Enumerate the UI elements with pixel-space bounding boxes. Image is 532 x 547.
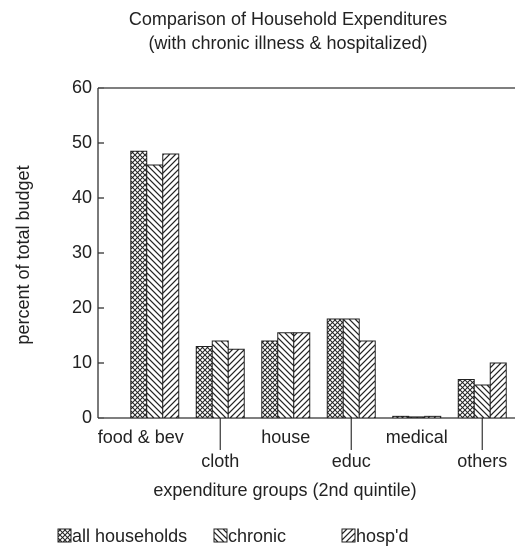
y-tick-label: 0 bbox=[82, 407, 92, 427]
legend-swatch bbox=[213, 528, 228, 543]
legend-label: hosp'd bbox=[356, 526, 408, 546]
x-tick-label: cloth bbox=[201, 451, 239, 471]
x-tick-label: house bbox=[261, 427, 310, 447]
y-axis-label: percent of total budget bbox=[13, 165, 33, 344]
bar bbox=[424, 415, 442, 419]
x-tick-label: food & bev bbox=[98, 427, 184, 447]
bar bbox=[130, 150, 148, 419]
bar bbox=[227, 348, 245, 419]
y-tick-label: 60 bbox=[72, 77, 92, 97]
chart-title: Comparison of Household Expenditures bbox=[129, 9, 447, 29]
y-tick-label: 30 bbox=[72, 242, 92, 262]
x-axis-label: expenditure groups (2nd quintile) bbox=[153, 480, 416, 500]
legend-label: chronic bbox=[228, 526, 286, 546]
legend-label: all households bbox=[72, 526, 187, 546]
y-tick-label: 40 bbox=[72, 187, 92, 207]
bar bbox=[146, 164, 164, 419]
y-tick-label: 50 bbox=[72, 132, 92, 152]
x-tick-label: others bbox=[457, 451, 507, 471]
legend-swatch bbox=[57, 528, 72, 543]
x-tick-label: educ bbox=[332, 451, 371, 471]
bar bbox=[293, 332, 311, 419]
bar bbox=[261, 340, 279, 419]
y-tick-label: 10 bbox=[72, 352, 92, 372]
bar bbox=[211, 340, 229, 419]
bar bbox=[358, 340, 376, 419]
bar bbox=[408, 416, 426, 419]
y-tick-label: 20 bbox=[72, 297, 92, 317]
bar bbox=[342, 318, 360, 419]
bar bbox=[277, 332, 295, 419]
chart-subtitle: (with chronic illness & hospitalized) bbox=[148, 33, 427, 53]
bar bbox=[392, 415, 410, 419]
x-tick-label: medical bbox=[386, 427, 448, 447]
bar bbox=[473, 384, 491, 419]
bar bbox=[162, 153, 180, 419]
bar bbox=[326, 318, 344, 419]
bar bbox=[489, 362, 507, 419]
bar bbox=[457, 379, 475, 419]
legend-swatch bbox=[341, 528, 356, 543]
bar bbox=[195, 346, 213, 419]
